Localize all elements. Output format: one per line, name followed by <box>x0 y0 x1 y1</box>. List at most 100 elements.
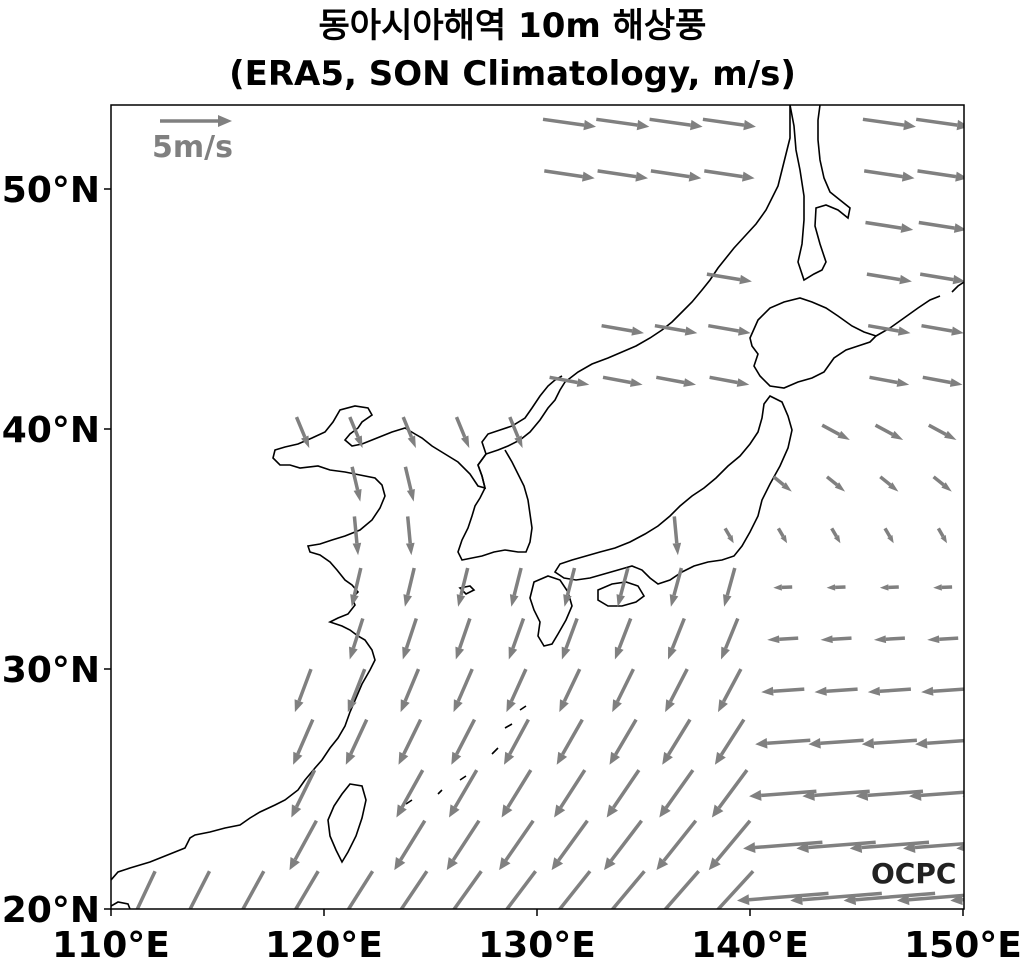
korea-coastline <box>457 375 563 561</box>
wind-vector-shaft <box>649 117 691 127</box>
wind-vector-shaft <box>974 274 1007 280</box>
wind-vector-shaft <box>402 718 423 755</box>
wind-vector-head <box>721 646 730 660</box>
wind-vector-shaft <box>617 617 633 649</box>
wind-vector-head <box>941 482 952 492</box>
wind-vector-head <box>887 535 894 544</box>
wind-vector-head <box>631 326 644 336</box>
wind-vector-shaft <box>672 567 684 596</box>
wind-vector-head <box>635 171 648 182</box>
wind-vector-head <box>718 699 728 713</box>
wind-vector-head <box>708 857 721 871</box>
wind-vector-shaft <box>664 769 695 809</box>
wind-vector-head <box>1003 378 1016 387</box>
taiwan-coastline <box>327 783 367 864</box>
honshu-coastline <box>553 394 793 585</box>
wind-vector-head <box>289 857 300 871</box>
wind-vector-head <box>997 431 1009 440</box>
wind-vector-head <box>855 789 869 801</box>
mainland-coastline <box>111 105 791 881</box>
wind-vector-shaft <box>766 738 811 746</box>
wind-vector-head <box>347 699 357 713</box>
wind-vector-shaft <box>401 416 414 438</box>
wind-vector-head <box>1007 223 1020 233</box>
wind-vector-head <box>921 686 934 696</box>
wind-vector-shaft <box>987 477 997 485</box>
chart-title: 동아시아해역 10m 해상풍 (ERA5, SON Climatology, m… <box>0 2 1025 98</box>
wind-vector-head <box>994 535 1001 543</box>
wind-vector-shaft <box>723 617 740 650</box>
wind-vector-head <box>453 699 463 713</box>
wind-vector-head <box>837 430 850 440</box>
wind-vector-head <box>665 699 675 713</box>
reference-arrow-head <box>218 115 232 127</box>
wind-vector-shaft <box>557 819 589 862</box>
wind-vector-shaft <box>351 617 365 649</box>
wind-vector-shaft <box>400 769 425 808</box>
wind-vector-shaft <box>939 636 959 641</box>
wind-vector-shaft <box>863 169 903 179</box>
wind-vector-head <box>509 594 519 607</box>
wind-vector-head <box>131 910 141 923</box>
wind-vector-head <box>896 378 910 387</box>
wind-vector-shaft <box>976 377 1004 382</box>
wind-vector-shaft <box>564 617 579 649</box>
wind-vector-head <box>606 804 618 818</box>
wind-vector-shaft <box>348 416 360 438</box>
wind-vector-shaft <box>802 891 882 902</box>
wind-vector-shaft <box>926 738 964 746</box>
wind-vector-head <box>714 751 726 765</box>
wind-vector-head <box>353 489 362 502</box>
wind-vector-head <box>294 699 304 713</box>
wind-vector-shaft <box>504 870 537 909</box>
wind-vector-shaft <box>615 668 635 703</box>
wind-vector-shaft <box>544 169 584 179</box>
wind-vector-head <box>636 119 650 131</box>
wind-vector-shaft <box>512 567 523 596</box>
wind-vector-head <box>900 223 914 233</box>
wind-vector-head <box>950 894 963 906</box>
wind-vector-shaft <box>562 668 582 703</box>
wind-vector-shaft <box>772 475 785 487</box>
wind-vector-shaft <box>352 567 363 596</box>
wind-vector-head <box>561 646 571 660</box>
coastlines <box>111 105 964 909</box>
wind-vector-head <box>808 738 821 749</box>
wind-vector-shaft <box>506 769 533 809</box>
wind-vector-head <box>790 894 803 906</box>
wind-vector-head <box>449 804 460 818</box>
wind-vector-head <box>737 894 750 906</box>
wind-vector-shaft <box>820 738 864 746</box>
wind-vector-shaft <box>861 840 930 850</box>
wind-vector-head <box>402 646 411 660</box>
wind-vector-shaft <box>918 220 955 230</box>
wind-vector-shaft <box>921 323 953 333</box>
wind-vector-shaft <box>883 527 892 538</box>
wind-vector-shaft <box>919 272 954 282</box>
wind-vector-shaft <box>561 718 584 756</box>
wind-vector-shaft <box>663 870 701 909</box>
wind-vector-head <box>933 584 942 591</box>
wind-vector-shaft <box>914 841 964 850</box>
wind-vector-head <box>736 378 750 387</box>
wind-vector-shaft <box>453 769 479 808</box>
wind-vector-head <box>820 635 833 644</box>
wind-vector-shaft <box>975 326 1006 331</box>
wind-vector-head <box>974 687 986 696</box>
wind-vector-head <box>659 804 671 818</box>
wind-vector-head <box>901 171 915 182</box>
wind-vector-shaft <box>879 687 912 694</box>
wind-vector-shaft <box>715 819 752 863</box>
wind-vector-head <box>944 430 957 440</box>
wind-vector-shaft <box>559 769 587 809</box>
x-tick-label: 120°E <box>265 925 383 966</box>
x-tick-label: 130°E <box>478 925 596 966</box>
wind-vector-shaft <box>602 375 632 385</box>
wind-vector-shaft <box>509 668 528 702</box>
wind-vector-head <box>909 789 922 801</box>
wind-vector-head <box>867 686 881 696</box>
wind-vector-shaft <box>873 738 918 746</box>
wind-vector-shaft <box>504 819 535 862</box>
reference-vector: 5m/s <box>152 115 233 165</box>
wind-vector-shaft <box>972 223 1008 229</box>
